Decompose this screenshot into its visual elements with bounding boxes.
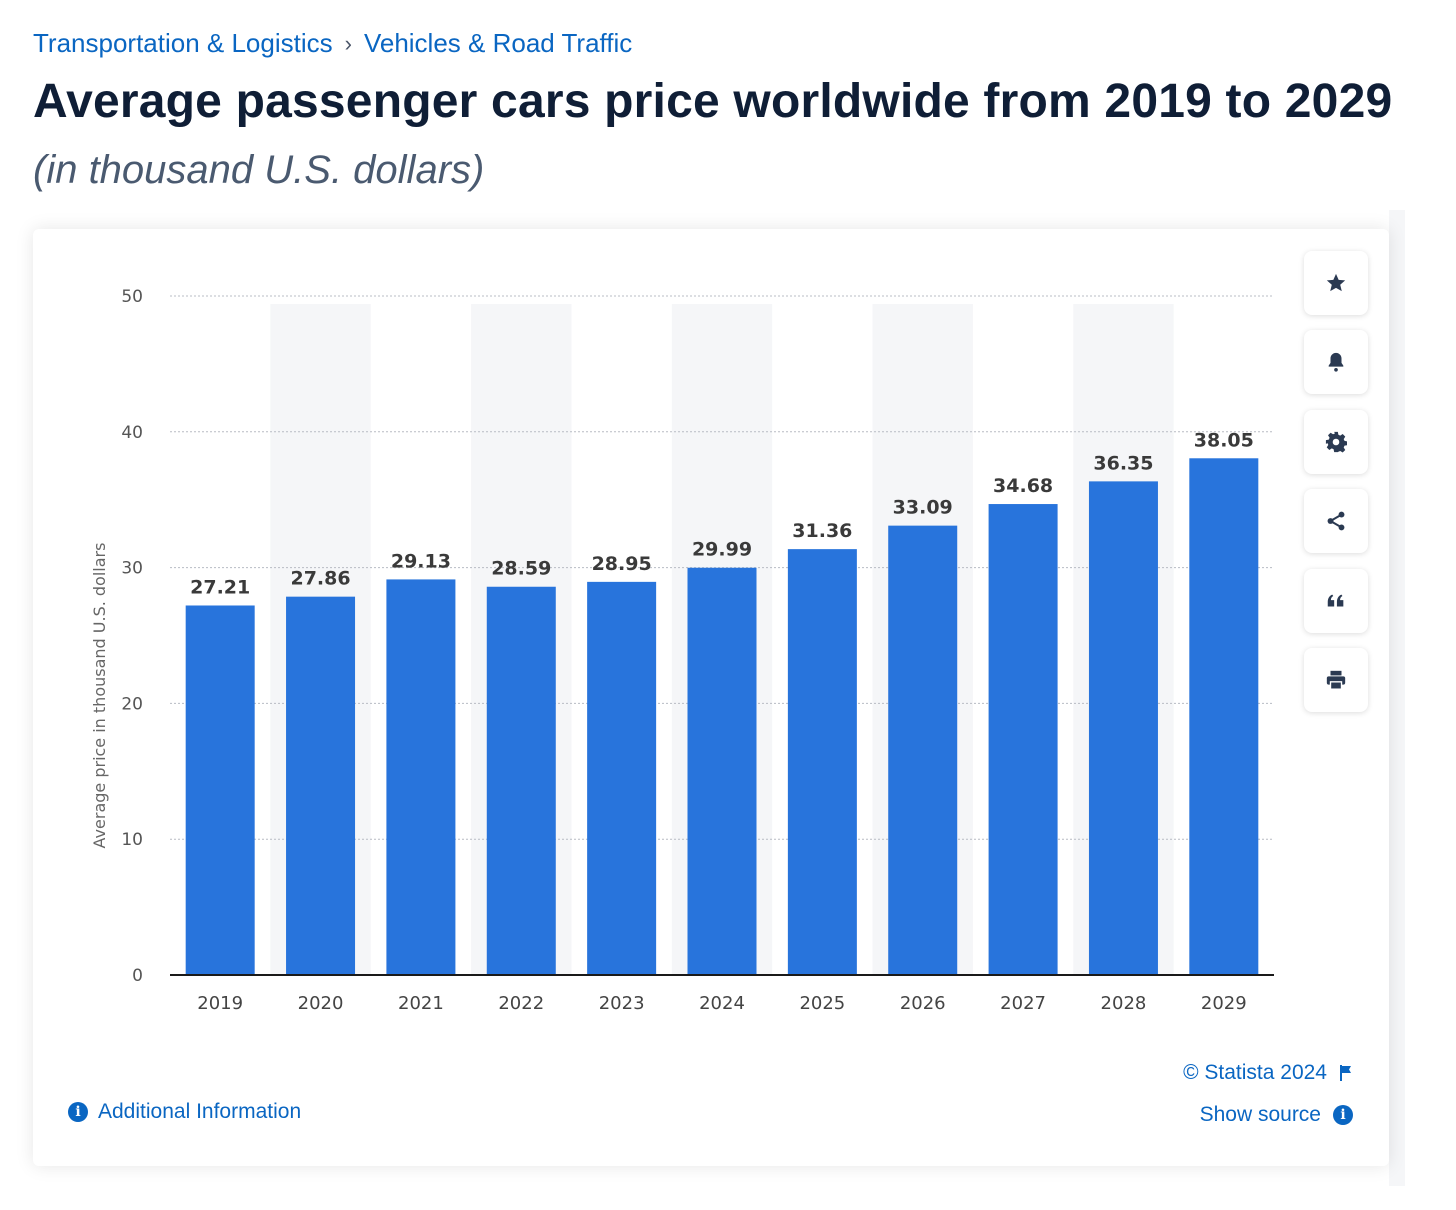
y-tick-label: 40 [121,423,143,443]
bar-value-label: 28.95 [592,553,652,575]
x-tick-label: 2029 [1201,993,1247,1014]
gear-icon [1325,431,1347,453]
show-source-link[interactable]: Show source i [1200,1103,1353,1127]
bar-value-label: 34.68 [993,475,1053,497]
bar [386,579,456,975]
x-tick-label: 2024 [699,993,745,1014]
y-tick-label: 30 [121,559,143,579]
additional-information-label: Additional Information [98,1100,302,1123]
x-tick-label: 2020 [298,993,344,1014]
bar [286,596,356,975]
copyright-text: © Statista 2024 [1183,1061,1327,1084]
bell-icon [1328,352,1344,372]
bar-value-label: 38.05 [1194,429,1254,451]
bar-value-label: 31.36 [792,520,852,542]
copyright-link[interactable]: © Statista 2024 [1183,1061,1353,1085]
share-button[interactable] [1304,489,1368,553]
bar [587,581,657,975]
bar [888,525,958,975]
flag-icon [1340,1065,1351,1081]
x-tick-label: 2021 [398,993,444,1014]
bar [988,504,1058,975]
settings-button[interactable] [1304,410,1368,474]
bar-value-label: 36.35 [1093,452,1153,474]
favorite-button[interactable] [1304,251,1368,315]
bar-value-label: 28.59 [491,558,551,580]
x-tick-label: 2028 [1101,993,1147,1014]
y-tick-label: 10 [121,830,143,850]
bar [1088,481,1158,975]
info-icon: i [68,1102,88,1122]
bar [687,567,757,975]
bar-value-label: 27.86 [290,568,350,590]
notification-button[interactable] [1304,330,1368,394]
additional-information-link[interactable]: i Additional Information [68,1100,301,1124]
x-tick-label: 2027 [1000,993,1046,1014]
breadcrumb-item-transportation[interactable]: Transportation & Logistics [33,28,333,58]
x-tick-label: 2019 [197,993,243,1014]
show-source-label: Show source [1199,1103,1321,1126]
page-title: Average passenger cars price worldwide f… [33,75,1393,128]
cite-button[interactable] [1304,569,1368,633]
x-tick-label: 2026 [900,993,946,1014]
bar-chart: 0 10 20 30 40 50 Average price in thousand U.S… [90,287,1274,1014]
bar-value-label: 27.21 [190,576,250,598]
bar-value-label: 33.09 [893,497,953,519]
y-axis-title: Average price in thousand U.S. dollars [90,543,109,849]
bar [486,586,556,975]
breadcrumb-separator: › [344,30,352,56]
star-icon [1326,273,1346,292]
bar-value-label: 29.99 [692,539,752,561]
bar-value-label: 29.13 [391,550,451,572]
x-tick-label: 2022 [498,993,544,1014]
x-tick-label: 2025 [799,993,845,1014]
bar [1189,458,1259,975]
bar [787,549,857,975]
bar [185,605,255,975]
breadcrumb-item-vehicles[interactable]: Vehicles & Road Traffic [363,28,633,58]
y-tick-label: 0 [132,966,143,986]
print-button[interactable] [1304,648,1368,712]
side-background [1389,210,1405,1186]
y-tick-label: 20 [121,694,143,714]
quote-icon [1327,594,1344,607]
x-tick-label: 2023 [599,993,645,1014]
page-subtitle: (in thousand U.S. dollars) [33,148,485,192]
chart-card: 0 10 20 30 40 50 Average price in thousand U.S… [33,229,1389,1166]
info-icon: i [1333,1105,1353,1125]
y-tick-label: 50 [121,287,143,307]
share-icon [1327,511,1345,531]
breadcrumb: Transportation & Logistics › Vehicles & … [33,28,632,59]
print-icon [1326,670,1346,690]
